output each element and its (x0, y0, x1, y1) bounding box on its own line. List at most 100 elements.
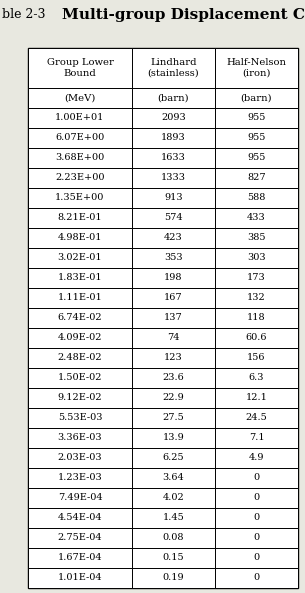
Bar (28, 188, 132, 208)
Bar (28, 348, 132, 368)
Bar (132, 568, 215, 588)
Text: 0: 0 (253, 493, 260, 502)
Text: 588: 588 (247, 193, 266, 202)
Text: 6.3: 6.3 (249, 374, 264, 382)
Text: 0.15: 0.15 (163, 553, 184, 563)
Bar (132, 88, 215, 108)
Bar (28, 208, 132, 228)
Text: 118: 118 (247, 314, 266, 323)
Bar (132, 508, 215, 528)
Bar (132, 528, 215, 548)
Bar (132, 548, 215, 568)
Bar (215, 468, 298, 488)
Bar (132, 248, 215, 268)
Text: Lindhard
(stainless): Lindhard (stainless) (148, 58, 199, 78)
Bar (28, 148, 132, 168)
Bar (132, 308, 215, 328)
Bar (215, 168, 298, 188)
Bar (132, 348, 215, 368)
Text: 2.03E-03: 2.03E-03 (58, 454, 102, 463)
Text: 2.23E+00: 2.23E+00 (55, 174, 105, 183)
Text: 955: 955 (247, 154, 266, 162)
Text: 2093: 2093 (161, 113, 186, 123)
Text: Group Lower
Bound: Group Lower Bound (47, 58, 113, 78)
Text: 74: 74 (167, 333, 180, 343)
Text: 24.5: 24.5 (246, 413, 267, 422)
Text: Multi-group Displacement Cross: Multi-group Displacement Cross (62, 8, 305, 22)
Text: 27.5: 27.5 (163, 413, 185, 422)
Bar (215, 88, 298, 108)
Text: 913: 913 (164, 193, 183, 202)
Text: 2.75E-04: 2.75E-04 (58, 534, 102, 543)
Bar (28, 328, 132, 348)
Text: 0.08: 0.08 (163, 534, 184, 543)
Bar (28, 48, 132, 88)
Bar (132, 128, 215, 148)
Bar (28, 528, 132, 548)
Bar (215, 268, 298, 288)
Bar (132, 148, 215, 168)
Bar (28, 248, 132, 268)
Bar (28, 388, 132, 408)
Bar (132, 448, 215, 468)
Text: 132: 132 (247, 294, 266, 302)
Text: 12.1: 12.1 (246, 394, 267, 403)
Bar (215, 288, 298, 308)
Text: 6.07E+00: 6.07E+00 (55, 133, 105, 142)
Bar (215, 108, 298, 128)
Bar (215, 548, 298, 568)
Text: 4.54E-04: 4.54E-04 (58, 514, 102, 522)
Text: 1.35E+00: 1.35E+00 (55, 193, 105, 202)
Bar (132, 228, 215, 248)
Text: 4.02: 4.02 (163, 493, 185, 502)
Text: 3.64: 3.64 (163, 473, 185, 483)
Bar (215, 48, 298, 88)
Text: 2.48E-02: 2.48E-02 (58, 353, 102, 362)
Text: 827: 827 (247, 174, 266, 183)
Text: 1.01E-04: 1.01E-04 (58, 573, 102, 582)
Bar (28, 408, 132, 428)
Bar (215, 528, 298, 548)
Bar (132, 328, 215, 348)
Text: 13.9: 13.9 (163, 433, 185, 442)
Bar (28, 168, 132, 188)
Text: 0: 0 (253, 514, 260, 522)
Text: 23.6: 23.6 (163, 374, 185, 382)
Text: 3.02E-01: 3.02E-01 (58, 253, 102, 263)
Text: 1.23E-03: 1.23E-03 (58, 473, 102, 483)
Bar (215, 488, 298, 508)
Text: 1333: 1333 (161, 174, 186, 183)
Bar (215, 328, 298, 348)
Text: 433: 433 (247, 213, 266, 222)
Bar (215, 348, 298, 368)
Text: 60.6: 60.6 (246, 333, 267, 343)
Text: 156: 156 (247, 353, 266, 362)
Bar (28, 468, 132, 488)
Text: 6.74E-02: 6.74E-02 (58, 314, 102, 323)
Bar (132, 168, 215, 188)
Text: 1633: 1633 (161, 154, 186, 162)
Text: 7.1: 7.1 (249, 433, 264, 442)
Text: 574: 574 (164, 213, 183, 222)
Bar (215, 248, 298, 268)
Bar (215, 128, 298, 148)
Bar (28, 508, 132, 528)
Text: (barn): (barn) (158, 94, 189, 103)
Text: (MeV): (MeV) (64, 94, 96, 103)
Text: 1.83E-01: 1.83E-01 (58, 273, 102, 282)
Text: 353: 353 (164, 253, 183, 263)
Bar (215, 228, 298, 248)
Text: 955: 955 (247, 113, 266, 123)
Bar (28, 288, 132, 308)
Text: 0: 0 (253, 534, 260, 543)
Text: 1.67E-04: 1.67E-04 (58, 553, 102, 563)
Text: 1.00E+01: 1.00E+01 (55, 113, 105, 123)
Bar (132, 108, 215, 128)
Text: 137: 137 (164, 314, 183, 323)
Bar (215, 428, 298, 448)
Bar (28, 308, 132, 328)
Bar (215, 388, 298, 408)
Bar (215, 568, 298, 588)
Text: 385: 385 (247, 234, 266, 243)
Text: 0: 0 (253, 553, 260, 563)
